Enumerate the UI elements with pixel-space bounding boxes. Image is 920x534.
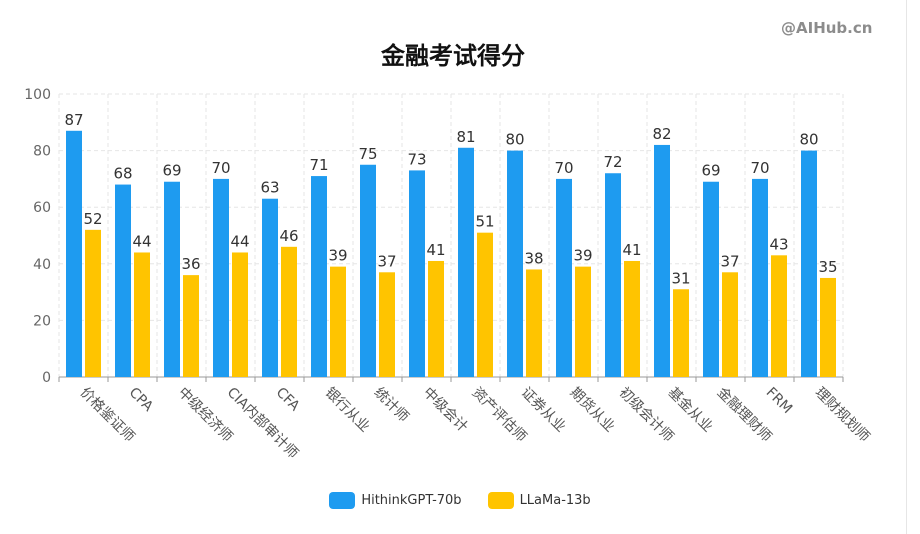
bar-series-2	[232, 252, 248, 377]
data-label-series-1: 81	[456, 128, 475, 146]
data-label-series-1: 69	[701, 162, 720, 180]
bar-series-2	[379, 272, 395, 377]
legend-swatch-series-2	[487, 492, 514, 509]
bar-series-1	[66, 130, 82, 377]
legend: HithinkGPT-70b LLaMa-13b	[0, 492, 920, 509]
data-label-series-1: 68	[113, 165, 132, 183]
bar-series-2	[330, 266, 346, 377]
data-label-series-1: 70	[750, 159, 769, 177]
bar-series-2	[624, 260, 640, 377]
data-label-series-2: 37	[720, 252, 739, 270]
y-tick-label: 60	[33, 200, 51, 216]
data-label-series-1: 73	[407, 150, 426, 168]
data-label-series-2: 39	[328, 247, 347, 265]
data-label-series-1: 80	[799, 131, 818, 149]
x-tick-label: CFA	[273, 385, 303, 415]
data-label-series-1: 69	[162, 162, 181, 180]
data-label-series-2: 51	[475, 213, 494, 231]
bar-series-2	[134, 252, 150, 377]
frame-divider	[906, 0, 907, 534]
y-tick-label: 20	[33, 313, 51, 329]
bar-series-2	[85, 229, 101, 377]
bar-series-2	[477, 232, 493, 377]
data-label-series-2: 31	[671, 269, 690, 287]
bar-series-1	[115, 184, 131, 377]
x-tick-label: 银行从业	[322, 385, 373, 436]
data-label-series-1: 70	[554, 159, 573, 177]
data-label-series-2: 38	[524, 249, 543, 267]
x-tick-label: 基金从业	[665, 384, 717, 436]
data-label-series-2: 46	[279, 227, 298, 245]
x-tick-label: CPA	[126, 385, 157, 416]
x-tick-label: 统计师	[371, 385, 412, 426]
legend-label-series-2: LLaMa-13b	[519, 493, 591, 508]
bar-series-2	[820, 277, 836, 377]
data-label-series-1: 71	[309, 156, 328, 174]
y-tick-label: 80	[33, 144, 51, 160]
bar-series-1	[262, 198, 278, 377]
bar-series-1	[507, 150, 523, 377]
bar-series-2	[771, 255, 787, 377]
data-label-series-1: 87	[64, 111, 83, 129]
data-label-series-2: 41	[426, 241, 445, 259]
bar-series-2	[673, 289, 689, 377]
x-tick-label: 理财规划师	[812, 385, 873, 446]
data-label-series-2: 43	[769, 235, 788, 253]
bar-series-1	[360, 164, 376, 377]
data-label-series-2: 39	[573, 247, 592, 265]
data-label-series-1: 72	[603, 153, 622, 171]
data-label-series-2: 35	[818, 258, 837, 276]
y-tick-label: 40	[33, 257, 51, 273]
bar-series-2	[281, 246, 297, 377]
bar-series-1	[654, 144, 670, 377]
data-label-series-2: 37	[377, 252, 396, 270]
data-label-series-1: 75	[358, 145, 377, 163]
bar-series-1	[605, 173, 621, 377]
y-tick-label: 100	[24, 87, 51, 103]
data-label-series-2: 36	[181, 255, 200, 273]
bar-series-2	[526, 269, 542, 377]
bar-series-2	[428, 260, 444, 377]
bar-series-2	[575, 266, 591, 377]
bar-series-1	[752, 178, 768, 377]
data-label-series-2: 52	[83, 210, 102, 228]
legend-item-series-2[interactable]: LLaMa-13b	[487, 492, 591, 509]
bar-series-1	[164, 181, 180, 377]
y-tick-label: 0	[42, 370, 51, 386]
watermark: @AIHub.cn	[781, 19, 873, 37]
data-label-series-1: 80	[505, 131, 524, 149]
bar-series-2	[722, 272, 738, 377]
x-tick-label: 中级会计	[420, 385, 471, 436]
bar-series-1	[703, 181, 719, 377]
bar-series-1	[556, 178, 572, 377]
legend-item-series-1[interactable]: HithinkGPT-70b	[329, 492, 462, 509]
data-label-series-2: 44	[132, 232, 151, 250]
bar-series-1	[458, 147, 474, 377]
legend-label-series-1: HithinkGPT-70b	[361, 493, 462, 508]
x-tick-label: 证券从业	[518, 385, 569, 436]
data-label-series-2: 41	[622, 241, 641, 259]
bar-series-2	[183, 275, 199, 377]
bar-series-1	[409, 170, 425, 377]
bar-series-1	[213, 178, 229, 377]
bar-series-1	[311, 176, 327, 377]
data-label-series-1: 70	[211, 159, 230, 177]
data-label-series-1: 63	[260, 179, 279, 197]
x-tick-label: 期货从业	[567, 384, 619, 436]
data-label-series-1: 82	[652, 125, 671, 143]
data-label-series-2: 44	[230, 232, 249, 250]
x-tick-label: FRM	[763, 385, 795, 417]
chart-title: 金融考试得分	[381, 42, 525, 70]
bar-series-1	[801, 150, 817, 377]
legend-swatch-series-1	[329, 492, 356, 509]
